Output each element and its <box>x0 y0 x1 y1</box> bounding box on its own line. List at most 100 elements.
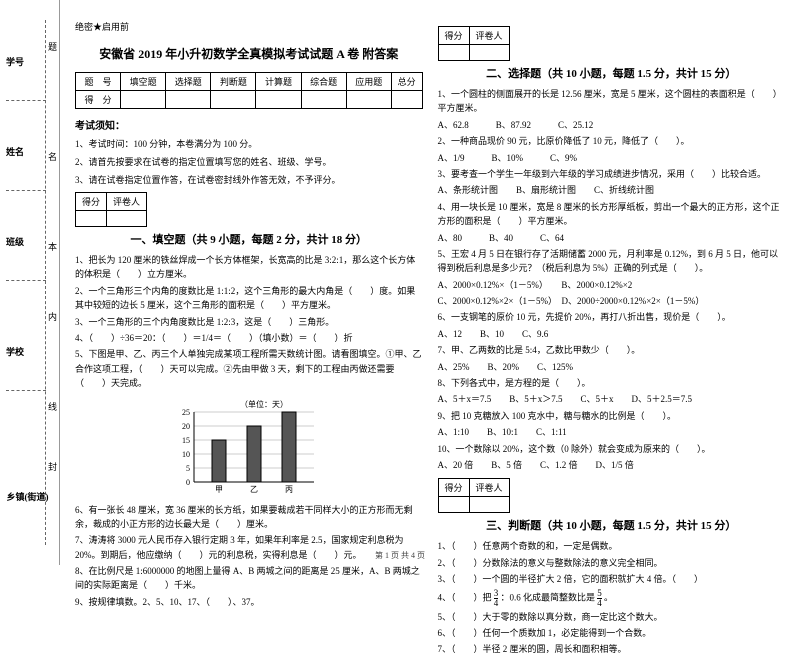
s2-q6opt: A、12 B、10 C、9.6 <box>438 327 786 341</box>
exam-title: 安徽省 2019 年小升初数学全真模拟考试试题 A 卷 附答案 <box>75 45 423 62</box>
score-r2: 得 分 <box>76 91 121 109</box>
gutter-line <box>6 190 46 191</box>
s1-q5: 5、下图是甲、乙、丙三个人单独完成某项工程所需天数统计图。请看图填空。①甲、乙合… <box>75 347 423 390</box>
gutter-sidechar: 名 <box>48 150 57 163</box>
s2-q8opt: A、5＋x＝7.5 B、5＋x＞7.5 C、5＋x D、5＋2.5＝7.5 <box>438 392 786 406</box>
secret-label: 绝密★启用前 <box>75 20 423 33</box>
page-root: 学号 姓名 班级 学校 乡镇(街道) 题 名 本 内 线 封 绝密★启用前 安徽… <box>0 0 800 565</box>
score-summary-table: 题 号 填空题 选择题 判断题 计算题 综合题 应用题 总分 得 分 <box>75 72 423 109</box>
score-h: 综合题 <box>301 73 346 91</box>
chart-ylabel: （单位：天） <box>240 399 288 409</box>
section3-title: 三、判断题（共 10 小题，每题 1.5 分，共计 15 分） <box>438 517 786 533</box>
gutter-sidechar: 封 <box>48 460 57 473</box>
content-area: 绝密★启用前 安徽省 2019 年小升初数学全真模拟考试试题 A 卷 附答案 题… <box>60 0 800 565</box>
s2-q3: 3、要考查一个学生一年级到六年级的学习成绩进步情况，采用（ ）比较合适。 <box>438 167 786 181</box>
page-footer: 第 1 页 共 4 页 <box>0 550 800 561</box>
bar-yi <box>247 426 261 482</box>
s3-q7: 7、（ ）半径 2 厘米的圆，周长和面积相等。 <box>438 642 786 656</box>
gutter-field-town: 乡镇(街道) <box>0 490 55 503</box>
s1-q4: 4、（ ）÷36＝20：（ ）＝1/4＝（ ）（填小数）＝（ ）折 <box>75 331 423 345</box>
section-scorebox: 得分评卷人 <box>438 26 510 61</box>
notice-line: 1、考试时间：100 分钟，本卷满分为 100 分。 <box>75 137 423 150</box>
s3-q4-post: 。 <box>604 592 613 602</box>
notice-line: 2、请首先按要求在试卷的指定位置填写您的姓名、班级、学号。 <box>75 155 423 168</box>
fraction: 34 <box>494 589 499 608</box>
s2-q2: 2、一种商品现价 90 元，比原价降低了 10 元，降低了（ ）。 <box>438 134 786 148</box>
chart-cat: 甲 <box>215 485 223 494</box>
s2-q3opt: A、条形统计图 B、扇形统计图 C、折线统计图 <box>438 183 786 197</box>
gutter-field-id: 学号 <box>6 55 24 68</box>
gutter-field-name: 姓名 <box>6 145 24 158</box>
score-h: 应用题 <box>346 73 391 91</box>
svg-text:20: 20 <box>182 422 190 431</box>
s2-q4opt: A、80 B、40 C、64 <box>438 231 786 245</box>
gutter-sidechar: 线 <box>48 400 57 413</box>
s1-q1: 1、把长为 120 厘米的铁丝焊成一个长方体框架，长宽高的比是 3:2:1，那么… <box>75 253 423 282</box>
scorebox-marker: 评卷人 <box>107 193 147 211</box>
s2-q9opt: A、1:10 B、10:1 C、1:11 <box>438 425 786 439</box>
s1-q8: 8、在比例尺是 1:6000000 的地图上量得 A、B 两城之间的距离是 25… <box>75 564 423 593</box>
s2-q9: 9、把 10 克糖放入 100 克水中，糖与糖水的比例是（ ）。 <box>438 409 786 423</box>
scorebox-score: 得分 <box>438 479 469 497</box>
gutter-dash-line <box>45 20 46 545</box>
s3-q4-pre: 4、（ ）把 <box>438 592 492 602</box>
scorebox-marker: 评卷人 <box>469 479 509 497</box>
gutter-sidechar: 内 <box>48 310 57 323</box>
s2-q7opt: A、25% B、20% C、125% <box>438 360 786 374</box>
s2-q10opt: A、20 倍 B、5 倍 C、1.2 倍 D、1/5 倍 <box>438 458 786 472</box>
s1-q2: 2、一个三角形三个内角的度数比是 1:1:2，这个三角形的最大内角是（ ）度。如… <box>75 284 423 313</box>
score-cell <box>121 91 166 109</box>
left-column: 绝密★启用前 安徽省 2019 年小升初数学全真模拟考试试题 A 卷 附答案 题… <box>75 20 423 555</box>
score-h: 判断题 <box>211 73 256 91</box>
scorebox-score: 得分 <box>76 193 107 211</box>
s1-q3: 3、一个三角形的三个内角度数比是 1:2:3，这是（ ）三角形。 <box>75 315 423 329</box>
s2-q4: 4、用一块长是 10 厘米，宽是 8 厘米的长方形厚纸板，剪出一个最大的正方形，… <box>438 200 786 229</box>
section-scorebox: 得分评卷人 <box>75 192 147 227</box>
svg-text:25: 25 <box>182 408 190 417</box>
s2-q5opt: A、2000×0.12%×（1－5%） B、2000×0.12%×2 <box>438 278 786 292</box>
score-h: 计算题 <box>256 73 301 91</box>
s1-q9: 9、按规律填数。2、5、10、17、（ ）、37。 <box>75 595 423 609</box>
s3-q6: 6、（ ）任何一个质数加 1，必定能得到一个合数。 <box>438 626 786 640</box>
s2-q6: 6、一支钢笔的原价 10 元，先提价 20%，再打八折出售，现价是（ ）。 <box>438 310 786 324</box>
notice-heading: 考试须知： <box>75 117 423 132</box>
score-h: 选择题 <box>166 73 211 91</box>
gutter-line <box>6 100 46 101</box>
svg-text:10: 10 <box>182 450 190 459</box>
s3-q3: 3、（ ）一个圆的半径扩大 2 倍，它的面积就扩大 4 倍。（ ） <box>438 572 786 586</box>
s2-q7: 7、甲、乙两数的比是 5:4，乙数比甲数少（ ）。 <box>438 343 786 357</box>
s3-q4: 4、（ ）把 34 ：0.6 化成最简整数比是 54 。 <box>438 589 786 608</box>
gutter-field-school: 学校 <box>6 345 24 358</box>
section2-title: 二、选择题（共 10 小题，每题 1.5 分，共计 15 分） <box>438 65 786 81</box>
svg-text:15: 15 <box>182 436 190 445</box>
section1-title: 一、填空题（共 9 小题，每题 2 分，共计 18 分） <box>75 231 423 247</box>
s2-q2opt: A、1/9 B、10% C、9% <box>438 151 786 165</box>
s1-q6: 6、有一张长 48 厘米，宽 36 厘米的长方纸，如果要裁成若干同样大小的正方形… <box>75 503 423 532</box>
bar-chart: （单位：天） 0 5 10 15 20 25 <box>164 397 334 497</box>
score-h: 填空题 <box>121 73 166 91</box>
s2-q8: 8、下列各式中，是方程的是（ ）。 <box>438 376 786 390</box>
s2-q5opt2: C、2000×0.12%×2×（1－5%） D、2000÷2000×0.12%×… <box>438 294 786 308</box>
notice-line: 3、请在试卷指定位置作答，在试卷密封线外作答无效，不予评分。 <box>75 173 423 186</box>
gutter-sidechar: 本 <box>48 240 57 253</box>
scorebox-score: 得分 <box>438 27 469 45</box>
svg-text:5: 5 <box>186 464 190 473</box>
s2-q5: 5、王宏 4 月 5 日在银行存了活期储蓄 2000 元，月利率是 0.12%，… <box>438 247 786 276</box>
bar-bing <box>282 412 296 482</box>
chart-cat: 乙 <box>250 485 258 494</box>
fraction: 54 <box>597 589 602 608</box>
chart-cat: 丙 <box>285 485 293 494</box>
s2-q1opt: A、62.8 B、87.92 C、25.12 <box>438 118 786 132</box>
s3-q4-mid: ：0.6 化成最简整数比是 <box>501 592 596 602</box>
svg-text:0: 0 <box>186 478 190 487</box>
right-column: 得分评卷人 二、选择题（共 10 小题，每题 1.5 分，共计 15 分） 1、… <box>438 20 786 555</box>
gutter-line <box>6 280 46 281</box>
scorebox-marker: 评卷人 <box>469 27 509 45</box>
s2-q10: 10、一个数除以 20%，这个数（0 除外）就会变成为原来的（ ）。 <box>438 442 786 456</box>
binding-gutter: 学号 姓名 班级 学校 乡镇(街道) 题 名 本 内 线 封 <box>0 0 60 565</box>
section-scorebox: 得分评卷人 <box>438 478 510 513</box>
s2-q1: 1、一个圆柱的侧面展开的长是 12.56 厘米，宽是 5 厘米，这个圆柱的表面积… <box>438 87 786 116</box>
gutter-line <box>6 390 46 391</box>
score-h: 总分 <box>391 73 422 91</box>
gutter-field-class: 班级 <box>6 235 24 248</box>
